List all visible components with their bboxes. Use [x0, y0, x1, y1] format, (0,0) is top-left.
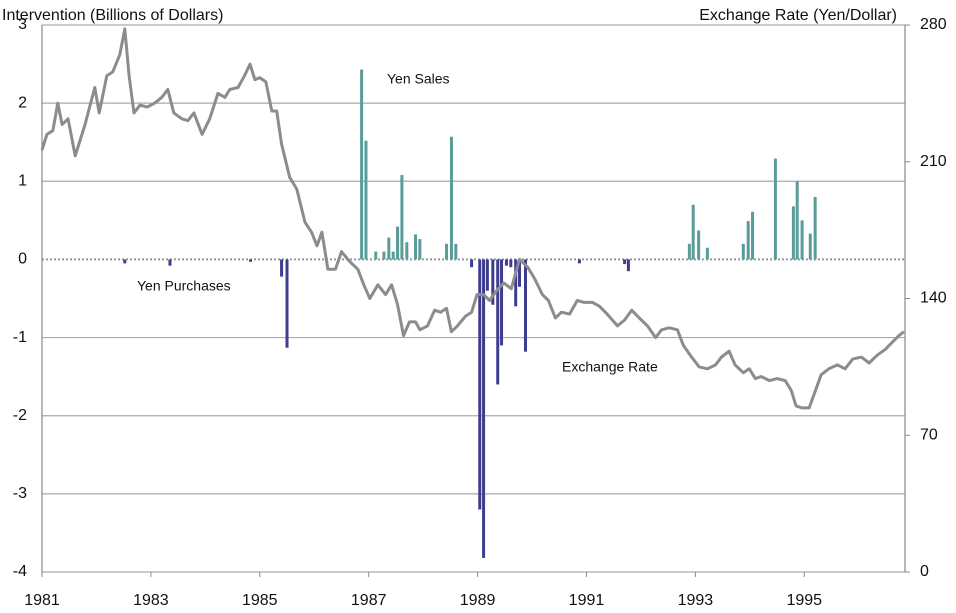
bar	[360, 69, 364, 260]
series-label: Yen Purchases	[137, 278, 231, 294]
bar	[813, 196, 817, 260]
bar	[280, 259, 284, 277]
y-tick-label: -2	[13, 407, 27, 424]
bar	[504, 259, 508, 266]
bar	[808, 233, 812, 260]
x-tick-label: 1995	[786, 592, 822, 609]
y-tick-label: 3	[18, 16, 27, 33]
y2-axis-label: Exchange Rate (Yen/Dollar)	[699, 7, 897, 24]
y2-tick-label: 0	[920, 563, 929, 580]
exchange-rate-line	[40, 27, 905, 410]
y2-tick-label: 140	[920, 290, 947, 307]
y2-tick-label: 280	[920, 16, 947, 33]
bar	[387, 237, 391, 260]
bar	[800, 220, 804, 260]
bar	[374, 251, 378, 260]
bar	[751, 211, 755, 260]
bar	[405, 242, 409, 260]
series-label: Exchange Rate	[562, 359, 658, 375]
bar	[418, 239, 422, 260]
bar	[123, 259, 127, 264]
bar	[449, 136, 453, 260]
y-tick-label: -1	[13, 329, 27, 346]
bar	[687, 243, 691, 260]
bar	[496, 259, 500, 385]
bar	[791, 206, 795, 260]
x-tick-label: 1987	[351, 592, 387, 609]
bar	[414, 234, 418, 260]
bar	[795, 181, 799, 260]
bar	[445, 243, 449, 260]
bar	[491, 259, 495, 305]
x-tick-label: 1981	[24, 592, 60, 609]
y-tick-label: -3	[13, 485, 27, 502]
y2-tick-label: 210	[920, 153, 947, 170]
bar	[697, 230, 701, 260]
bar	[382, 251, 386, 260]
bar	[364, 140, 368, 260]
bar	[454, 243, 458, 260]
y-tick-label: 0	[18, 251, 27, 268]
bar	[285, 259, 289, 348]
series-label: Yen Sales	[387, 71, 450, 87]
bar	[396, 226, 400, 260]
bar	[691, 204, 695, 260]
x-tick-label: 1983	[133, 592, 169, 609]
bar	[741, 243, 745, 260]
y2-tick-label: 70	[920, 426, 938, 443]
bar	[509, 259, 513, 268]
y-tick-label: -4	[13, 563, 27, 580]
x-tick-label: 1993	[678, 592, 714, 609]
bar	[746, 221, 750, 260]
x-tick-label: 1985	[242, 592, 278, 609]
bar	[523, 259, 527, 352]
bar	[500, 259, 504, 346]
bar	[400, 175, 404, 260]
bar	[478, 259, 482, 510]
x-tick-label: 1991	[569, 592, 605, 609]
bar	[577, 259, 581, 264]
bar	[168, 259, 172, 266]
y-axis-label: Intervention (Billions of Dollars)	[2, 7, 223, 24]
bar	[470, 259, 474, 268]
bar	[623, 259, 627, 265]
bar	[391, 251, 395, 260]
bar	[485, 259, 489, 291]
y-tick-label: 2	[18, 94, 27, 111]
x-tick-label: 1989	[460, 592, 496, 609]
bar	[518, 259, 522, 287]
y-tick-label: 1	[18, 173, 27, 190]
bar	[773, 158, 777, 260]
bar	[482, 259, 486, 558]
bar	[514, 259, 518, 307]
bar	[626, 259, 630, 272]
bar	[249, 259, 253, 262]
bar	[705, 247, 709, 260]
